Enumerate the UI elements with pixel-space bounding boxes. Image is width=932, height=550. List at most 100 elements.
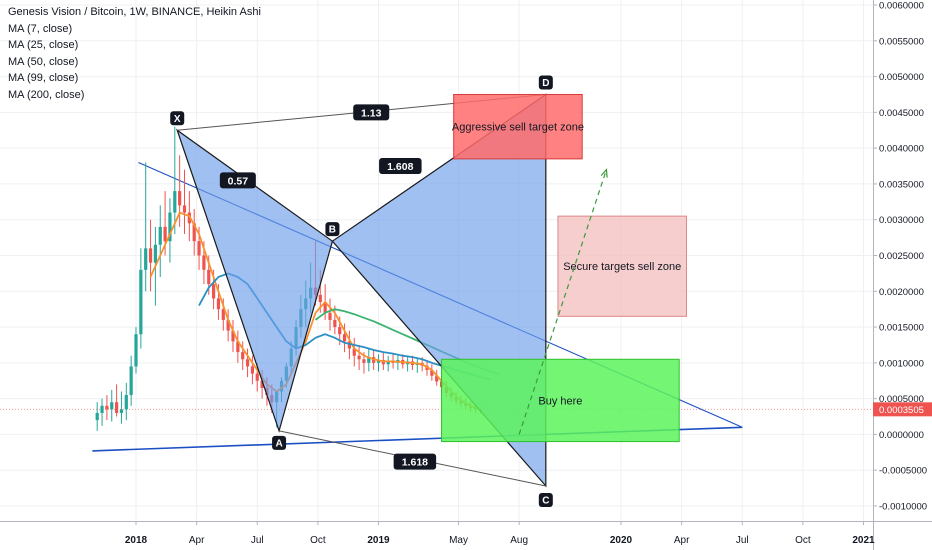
candle-body [338,327,342,335]
candle-body [148,248,153,263]
x-tick-label: Apr [674,535,690,546]
candle-body [435,375,439,382]
pattern-labels: X A B C D 0.57 1.13 1.608 1.618 [170,75,553,507]
candle-body [119,409,124,413]
candle-body [197,241,201,256]
candle-body [241,352,245,360]
candle-body [318,294,322,303]
candle-body [129,366,133,396]
x-tick-label: Oct [310,535,326,546]
candle-body [100,405,104,413]
x-tick-label: Oct [795,535,811,546]
current-price-label: 0.0003505 [879,405,924,416]
x-tick-label: May [449,535,468,546]
y-tick-label: 0.0000000 [879,430,924,441]
candle-body [178,191,182,206]
candle-body [333,319,337,328]
projection-arrow [518,169,608,435]
candle-body [182,205,187,213]
candle-body [173,191,177,213]
y-tick-label: -0.0005000 [879,466,927,477]
candle-body [192,223,196,242]
candle-body [231,330,235,342]
legend-ma7[interactable]: MA (7, close) [8,22,73,35]
candle-body [168,212,172,242]
zone-0 [453,93,583,160]
x-tick-label: 2018 [125,535,148,546]
legend-ma99[interactable]: MA (99, close) [8,72,79,84]
candle-body [134,334,138,367]
ratio-label-bg [353,104,390,121]
candle-body [362,359,366,363]
ratio-label-bg [379,158,422,175]
candle-body [95,412,99,421]
ratio-label-bg [219,172,256,189]
candle-body [250,366,254,374]
candle-body [357,355,361,360]
point-label-bg [170,111,185,126]
point-label-D: D [542,78,549,89]
y-tick-label: 0.0040000 [879,144,924,155]
x-tick-label: Aug [510,535,528,546]
candle-body [376,359,381,363]
legend-ma200[interactable]: MA (200, close) [8,88,85,101]
y-tick-label: 0.0015000 [879,323,924,334]
ratio-label: 1.618 [402,457,428,469]
candle-body [187,212,191,224]
y-tick-label: 0.0010000 [879,358,924,369]
x-tick-label: Apr [189,535,205,546]
candle-body [236,341,240,353]
candle-body [260,380,264,388]
candle-body [139,269,143,335]
candle-body [212,284,216,299]
y-tick-label: 0.0025000 [879,251,924,262]
y-tick-label: 0.0005000 [879,394,924,405]
point-label-bg [538,75,553,90]
candle-body [323,302,327,313]
target-zones: Aggressive sell target zone Secure target… [441,93,687,443]
candle-body [105,405,109,410]
y-tick-label: -0.0010000 [879,502,927,513]
candle-body [347,341,351,349]
candle-body [226,319,230,331]
zone-label: Buy here [538,395,582,407]
candle-body [342,334,347,342]
candle-body [153,244,157,263]
x-tick-label: 2020 [610,535,633,546]
ratio-label: 0.57 [228,175,249,187]
chart-legend: Genesis Vision / Bitcoin, 1W, BINANCE, H… [8,4,261,103]
y-tick-label: 0.0060000 [879,1,924,12]
candle-body [245,359,250,367]
x-tick-label: 2021 [852,535,875,546]
legend-ma25[interactable]: MA (25, close) [8,39,79,51]
point-label-C: C [542,495,549,506]
candle-body [207,269,211,285]
zone-1 [557,215,687,317]
zone-label: Secure targets sell zone [563,261,681,273]
candle-body [430,370,434,376]
y-tick-label: 0.0020000 [879,287,924,298]
zone-2 [441,358,680,443]
candle-body [328,312,332,320]
ratio-label: 1.13 [361,107,382,119]
ratio-label: 1.608 [387,161,413,173]
point-label-bg [538,492,553,507]
legend-ma50[interactable]: MA (50, close) [8,55,79,68]
candle-body [216,298,221,310]
candle-body [110,402,114,410]
projection-arrowhead [600,168,608,178]
point-label-bg [272,435,287,450]
candle-body [367,357,371,363]
candle-body [115,402,119,413]
zone-label: Aggressive sell target zone [452,122,584,134]
y-tick-label: 0.0050000 [879,72,924,83]
candle-body [163,226,167,242]
y-tick-label: 0.0055000 [879,36,924,47]
point-label-B: B [329,225,336,236]
point-label-bg [325,222,340,237]
ma7-line [149,211,481,411]
current-price-tag [873,402,932,417]
candle-body [386,360,390,365]
legend-title[interactable]: Genesis Vision / Bitcoin, 1W, BINANCE, H… [8,6,261,18]
